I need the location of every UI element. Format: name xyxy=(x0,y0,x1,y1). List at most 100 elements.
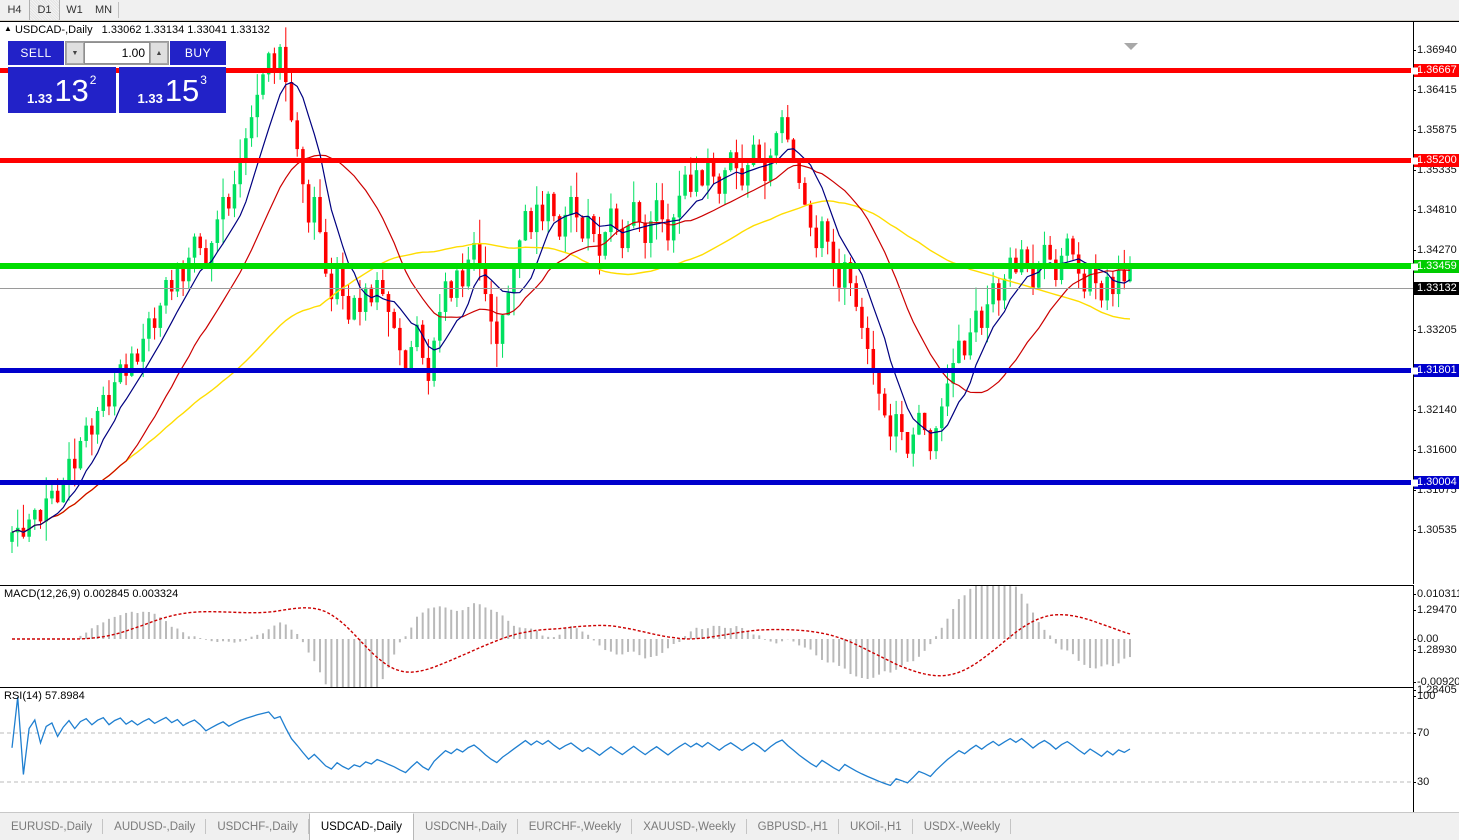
buy-button[interactable]: BUY xyxy=(170,41,226,65)
oct-price-row: 1.33 13 2 1.33 15 3 xyxy=(8,67,226,113)
macd-pane[interactable]: MACD(12,26,9) 0.002845 0.003324 xyxy=(0,585,1414,687)
symbol-tab-audusddaily[interactable]: AUDUSD-,Daily xyxy=(103,813,207,840)
buy-price-point: 3 xyxy=(200,73,207,87)
chevron-down-icon[interactable]: ▼ xyxy=(66,42,84,64)
symbol-tab-label: USDCNH-,Daily xyxy=(424,820,507,833)
price-tick-label: 1.35875 xyxy=(1413,125,1457,136)
price-tick-label: 1.30535 xyxy=(1413,525,1457,536)
level-line-support-2[interactable] xyxy=(0,480,1413,485)
symbol-tab-label: UKOil-,H1 xyxy=(849,820,902,833)
symbol-tab-ukoilh1[interactable]: UKOil-,H1 xyxy=(839,813,913,840)
rsi-scale-label: 100 xyxy=(1413,691,1435,702)
chart-symbol-header: ▲ USDCAD-,Daily 1.33062 1.33134 1.33041 … xyxy=(4,24,270,36)
price-tick-label: 1.28405 xyxy=(1413,685,1457,696)
timeframe-d1[interactable]: D1 xyxy=(29,0,60,20)
buy-price-prefix: 1.33 xyxy=(137,91,163,106)
level-line-resistance-1[interactable] xyxy=(0,68,1413,73)
price-tick-label: 1.31075 xyxy=(1413,485,1457,496)
buy-price-main: 15 xyxy=(164,72,200,108)
symbol-tab-usdcnhdaily[interactable]: USDCNH-,Daily xyxy=(414,813,518,840)
symbol-tab-usdxweekly[interactable]: USDX-,Weekly xyxy=(913,813,1012,840)
timeframe-toolbar: H4 D1 W1 MN xyxy=(0,0,1459,21)
level-handle-icon[interactable] xyxy=(1411,157,1418,164)
level-badge-resistance-1[interactable]: 1.36667 xyxy=(1411,64,1459,77)
symbol-tab-label: EURCHF-,Weekly xyxy=(528,820,622,833)
level-handle-icon[interactable] xyxy=(1411,67,1418,74)
triangle-down-icon[interactable] xyxy=(1124,43,1138,50)
level-badge-support-1[interactable]: 1.31801 xyxy=(1411,364,1459,377)
level-handle-icon[interactable] xyxy=(1411,263,1418,270)
symbol-tab-usdchfdaily[interactable]: USDCHF-,Daily xyxy=(206,813,309,840)
tab-divider xyxy=(205,819,207,834)
macd-chart xyxy=(12,586,1131,687)
symbol-tab-gbpusdh1[interactable]: GBPUSD-,H1 xyxy=(747,813,839,840)
volume-input[interactable]: 1.00 xyxy=(84,42,150,64)
level-badge-resistance-2[interactable]: 1.35200 xyxy=(1411,154,1459,167)
symbol-tab-label: XAUUSD-,Weekly xyxy=(643,820,736,833)
price-tick-label: 1.33205 xyxy=(1413,325,1457,336)
rsi-title: RSI(14) 57.8984 xyxy=(4,690,85,702)
tab-divider xyxy=(911,819,913,834)
symbol-tab-label: USDCHF-,Daily xyxy=(217,820,298,833)
rsi-scale-label: 70 xyxy=(1413,728,1429,739)
level-line-pivot[interactable] xyxy=(0,263,1413,269)
level-badge-current-price[interactable]: 1.33132 xyxy=(1414,282,1459,295)
symbol-tab-eurchfweekly[interactable]: EURCHF-,Weekly xyxy=(518,813,633,840)
macd-scale-label: -0.009203 xyxy=(1413,677,1459,688)
chart-ohlc-values: 1.33062 1.33134 1.33041 1.33132 xyxy=(101,24,270,36)
sell-button[interactable]: SELL xyxy=(8,41,64,65)
symbol-tab-label: USDX-,Weekly xyxy=(923,820,1001,833)
chart-window: ▲ USDCAD-,Daily 1.33062 1.33134 1.33041 … xyxy=(0,21,1459,831)
macd-title: MACD(12,26,9) 0.002845 0.003324 xyxy=(4,588,179,600)
chart-symbol-label: USDCAD-,Daily xyxy=(14,24,93,36)
rsi-chart xyxy=(0,697,1413,787)
tab-divider xyxy=(307,819,309,834)
buy-price-display[interactable]: 1.33 15 3 xyxy=(118,67,226,113)
timeframe-w1[interactable]: W1 xyxy=(66,4,83,16)
rsi-pane[interactable]: RSI(14) 57.8984 xyxy=(0,687,1414,817)
sell-price-display[interactable]: 1.33 13 2 xyxy=(8,67,116,113)
symbol-tab-usdcaddaily[interactable]: USDCAD-,Daily xyxy=(308,813,414,840)
symbol-tab-bar[interactable]: EURUSD-,Daily AUDUSD-,Daily USDCHF-,Daily U… xyxy=(0,812,1459,840)
level-line-support-1[interactable] xyxy=(0,368,1413,373)
tab-divider xyxy=(745,819,747,834)
price-tick-label: 1.36940 xyxy=(1413,45,1457,56)
timeframe-mn[interactable]: MN xyxy=(94,4,113,16)
macd-scale-label: 0.00 xyxy=(1413,634,1438,645)
price-tick-label: 1.28930 xyxy=(1413,645,1457,656)
price-tick-label: 1.35335 xyxy=(1413,165,1457,176)
symbol-tab-label: USDCAD-,Daily xyxy=(320,821,402,833)
oct-header-row: SELL ▼ 1.00 ▲ BUY xyxy=(8,41,226,65)
symbol-tab-label: GBPUSD-,H1 xyxy=(757,820,828,833)
symbol-tab-eurusddaily[interactable]: EURUSD-,Daily xyxy=(0,813,104,840)
toolbar-divider xyxy=(118,2,119,18)
price-pane[interactable] xyxy=(0,22,1414,584)
sell-price-main: 13 xyxy=(54,72,89,108)
symbol-tab-xauusdweekly[interactable]: XAUUSD-,Weekly xyxy=(632,813,747,840)
price-tick-label: 1.29470 xyxy=(1413,605,1457,616)
current-price-line xyxy=(0,288,1413,289)
level-line-resistance-2[interactable] xyxy=(0,158,1413,163)
level-badge-support-2[interactable]: 1.30004 xyxy=(1411,476,1459,489)
macd-scale-label: 0.010311 xyxy=(1413,589,1459,600)
triangle-up-icon[interactable]: ▲ xyxy=(4,24,12,33)
chevron-up-icon[interactable]: ▲ xyxy=(150,42,168,64)
sell-price-point: 2 xyxy=(89,73,97,87)
level-handle-icon[interactable] xyxy=(1411,479,1418,486)
price-scale[interactable]: 1.36940 1.36415 1.35875 1.35335 1.34810 1.342… xyxy=(1411,22,1459,817)
sell-price-prefix: 1.33 xyxy=(27,91,53,106)
symbol-tab-label: AUDUSD-,Daily xyxy=(114,820,196,833)
tab-divider xyxy=(1010,819,1012,834)
symbol-tab-label: EURUSD-,Daily xyxy=(11,820,93,833)
price-tick-label: 1.34270 xyxy=(1413,245,1457,256)
timeframe-h4[interactable]: H4 xyxy=(7,4,22,16)
tab-divider xyxy=(837,819,839,834)
one-click-trading-panel[interactable]: SELL ▼ 1.00 ▲ BUY 1.33 13 2 1.33 15 3 xyxy=(8,41,226,113)
price-tick-label: 1.36415 xyxy=(1413,85,1457,96)
tab-divider xyxy=(631,819,633,834)
tab-divider xyxy=(516,819,518,834)
level-badge-pivot[interactable]: 1.33459 xyxy=(1411,260,1459,273)
volume-stepper[interactable]: ▼ 1.00 ▲ xyxy=(65,41,169,65)
tab-divider xyxy=(102,819,104,834)
level-handle-icon[interactable] xyxy=(1411,367,1418,374)
